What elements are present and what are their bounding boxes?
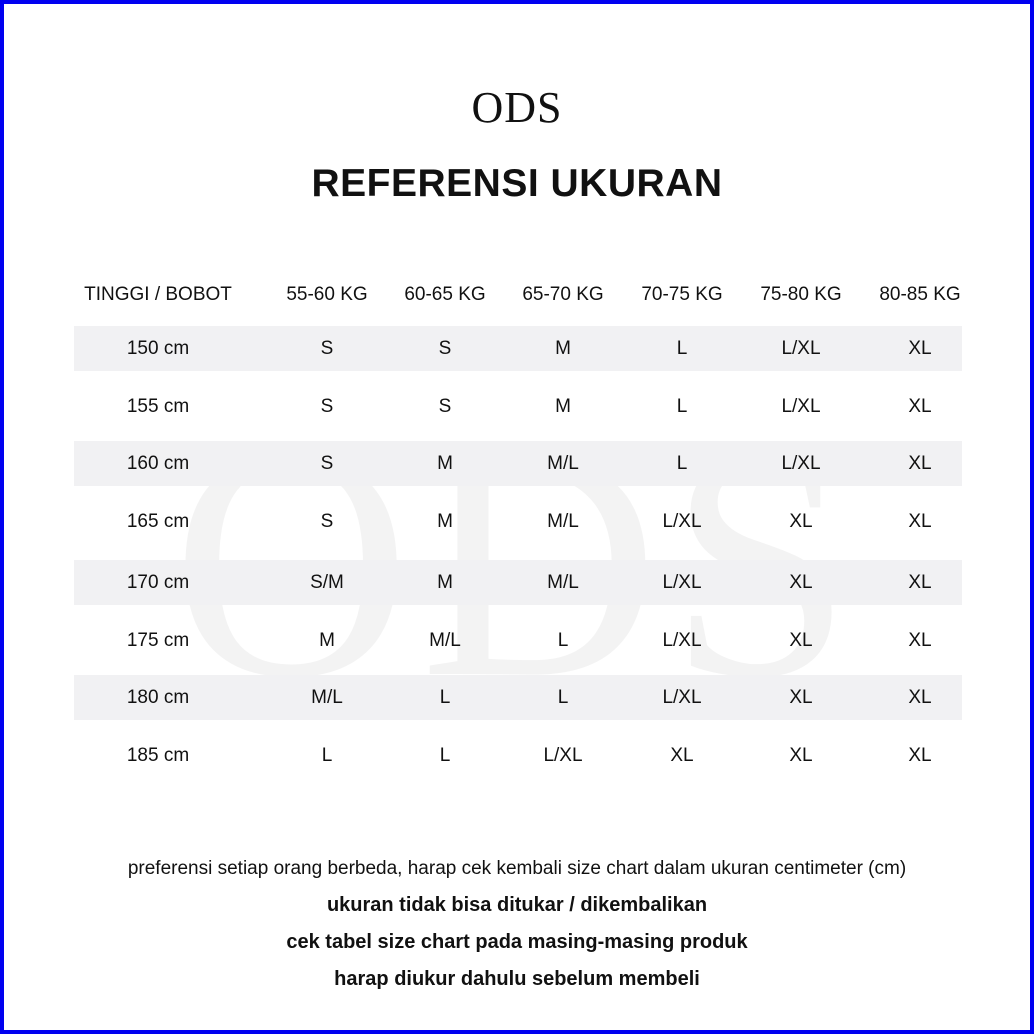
notes: preferensi setiap orang berbeda, harap c…	[4, 850, 1030, 998]
size-cell: L	[439, 745, 451, 766]
size-cell: S/M	[310, 572, 344, 593]
size-cell: S	[320, 511, 334, 532]
size-cell: XL	[908, 687, 932, 708]
size-cell: XL	[789, 745, 813, 766]
size-cell: XL	[670, 745, 694, 766]
table-row: 155 cm S S M L L/XL XL	[74, 384, 962, 429]
size-cell: M/L	[547, 572, 579, 593]
column-header: 80-85 KG	[879, 284, 961, 305]
size-cell: XL	[789, 630, 813, 651]
column-header: 65-70 KG	[522, 284, 604, 305]
size-cell: L/XL	[662, 630, 702, 651]
size-cell: XL	[908, 630, 932, 651]
size-cell: L/XL	[781, 338, 821, 359]
height-cell: 150 cm	[126, 338, 190, 359]
size-cell: M/L	[311, 687, 343, 708]
size-cell: L	[557, 630, 569, 651]
table-row: 160 cm S M M/L L L/XL XL	[74, 441, 962, 486]
height-cell: 180 cm	[126, 687, 190, 708]
size-cell: L	[676, 396, 688, 417]
size-cell: S	[320, 453, 334, 474]
table-row: 185 cm L L L/XL XL XL XL	[74, 733, 962, 778]
size-cell: XL	[908, 338, 932, 359]
height-cell: 170 cm	[126, 572, 190, 593]
size-cell: L/XL	[662, 511, 702, 532]
brand-logo: ODS	[471, 83, 563, 132]
height-cell: 160 cm	[126, 453, 190, 474]
size-cell: S	[320, 396, 334, 417]
size-cell: S	[438, 338, 452, 359]
size-cell: L/XL	[781, 453, 821, 474]
table-row: 150 cm S S M L L/XL XL	[74, 326, 962, 371]
size-cell: L	[676, 338, 688, 359]
size-cell: L	[321, 745, 333, 766]
column-header: 55-60 KG	[286, 284, 368, 305]
size-cell: M/L	[547, 511, 579, 532]
column-header: 75-80 KG	[760, 284, 842, 305]
table-row: 170 cm S/M M M/L L/XL XL XL	[74, 560, 962, 605]
size-cell: M	[555, 338, 571, 359]
column-header: 70-75 KG	[641, 284, 723, 305]
height-cell: 165 cm	[126, 511, 190, 532]
size-cell: L/XL	[662, 572, 702, 593]
size-cell: S	[320, 338, 334, 359]
size-cell: L/XL	[543, 745, 583, 766]
size-cell: XL	[789, 511, 813, 532]
size-cell: M	[319, 630, 335, 651]
size-cell: XL	[908, 745, 932, 766]
size-cell: L/XL	[781, 396, 821, 417]
table-row: 175 cm M M/L L L/XL XL XL	[74, 618, 962, 663]
note-check-chart: cek tabel size chart pada masing-masing …	[286, 931, 748, 953]
size-cell: S	[438, 396, 452, 417]
size-cell: XL	[908, 572, 932, 593]
table-row: 180 cm M/L L L L/XL XL XL	[74, 675, 962, 720]
size-cell: XL	[908, 511, 932, 532]
size-cell: L	[439, 687, 451, 708]
size-cell: XL	[908, 453, 932, 474]
height-cell: 155 cm	[126, 396, 190, 417]
column-header: 60-65 KG	[404, 284, 486, 305]
size-cell: M	[437, 572, 453, 593]
height-cell: 175 cm	[126, 630, 190, 651]
size-cell: XL	[789, 572, 813, 593]
size-cell: M/L	[547, 453, 579, 474]
size-cell: L	[676, 453, 688, 474]
page-title: REFERENSI UKURAN	[311, 162, 723, 205]
note-preference: preferensi setiap orang berbeda, harap c…	[127, 858, 907, 879]
height-cell: 185 cm	[126, 745, 190, 766]
size-cell: M	[437, 511, 453, 532]
note-no-return: ukuran tidak bisa ditukar / dikembalikan	[326, 894, 708, 916]
size-cell: M/L	[429, 630, 461, 651]
column-header: TINGGI / BOBOT	[84, 284, 232, 305]
size-cell: M	[437, 453, 453, 474]
note-measure-first: harap diukur dahulu sebelum membeli	[334, 968, 700, 990]
table-header: TINGGI / BOBOT 55-60 KG 60-65 KG 65-70 KG 70…	[74, 282, 962, 308]
size-cell: M	[555, 396, 571, 417]
size-cell: XL	[908, 396, 932, 417]
table-row: 165 cm S M M/L L/XL XL XL	[74, 499, 962, 544]
size-cell: L	[557, 687, 569, 708]
size-cell: XL	[789, 687, 813, 708]
size-cell: L/XL	[662, 687, 702, 708]
